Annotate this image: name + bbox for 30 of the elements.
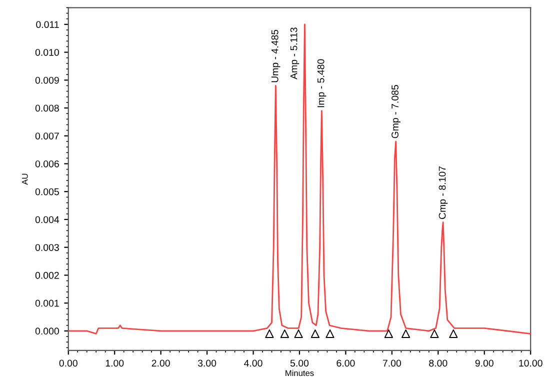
y-tick-label: 0.002 (35, 272, 59, 279)
x-tick-label: 4.00 (244, 360, 262, 367)
y-tick-label: 0.005 (35, 188, 59, 196)
y-tick-label: 0.004 (35, 216, 60, 224)
x-tick-label: 3.00 (198, 360, 216, 367)
y-tick-label: 0.003 (35, 244, 59, 251)
y-tick-label: 0.006 (35, 160, 59, 168)
y-axis-title: AU (22, 174, 28, 185)
x-tick-label: 2.00 (152, 360, 170, 367)
annotation: Ump - 4.485 (271, 30, 280, 82)
x-tick-label: 10.00 (519, 360, 542, 367)
x-tick-label: 6.00 (336, 360, 355, 367)
annotation: Cmp - 8.107 (438, 166, 448, 219)
annotation: Imp - 5.480 (317, 59, 326, 108)
y-tick-label: 0.001 (35, 300, 59, 307)
y-tick-label: 0.009 (35, 76, 59, 84)
annotation: Amp - 5.113 (290, 28, 300, 80)
x-tick-label: 9.00 (475, 360, 494, 367)
x-tick-label: 7.00 (382, 360, 402, 367)
y-tick-label: 0.007 (35, 132, 59, 140)
x-tick-label: 5.00 (290, 360, 309, 367)
x-tick-label: 1.00 (106, 360, 124, 367)
y-tick-label: 0.008 (35, 104, 59, 112)
annotation: Gmp - 7.085 (392, 85, 400, 138)
y-tick-label: 0.010 (35, 48, 59, 56)
x-tick-label: 0.00 (59, 360, 78, 367)
y-tick-label: 0.011 (36, 21, 59, 28)
x-axis-title: Minutes (286, 370, 314, 376)
y-tick-label: 0.000 (35, 328, 59, 335)
x-tick-label: 8.00 (429, 360, 448, 367)
